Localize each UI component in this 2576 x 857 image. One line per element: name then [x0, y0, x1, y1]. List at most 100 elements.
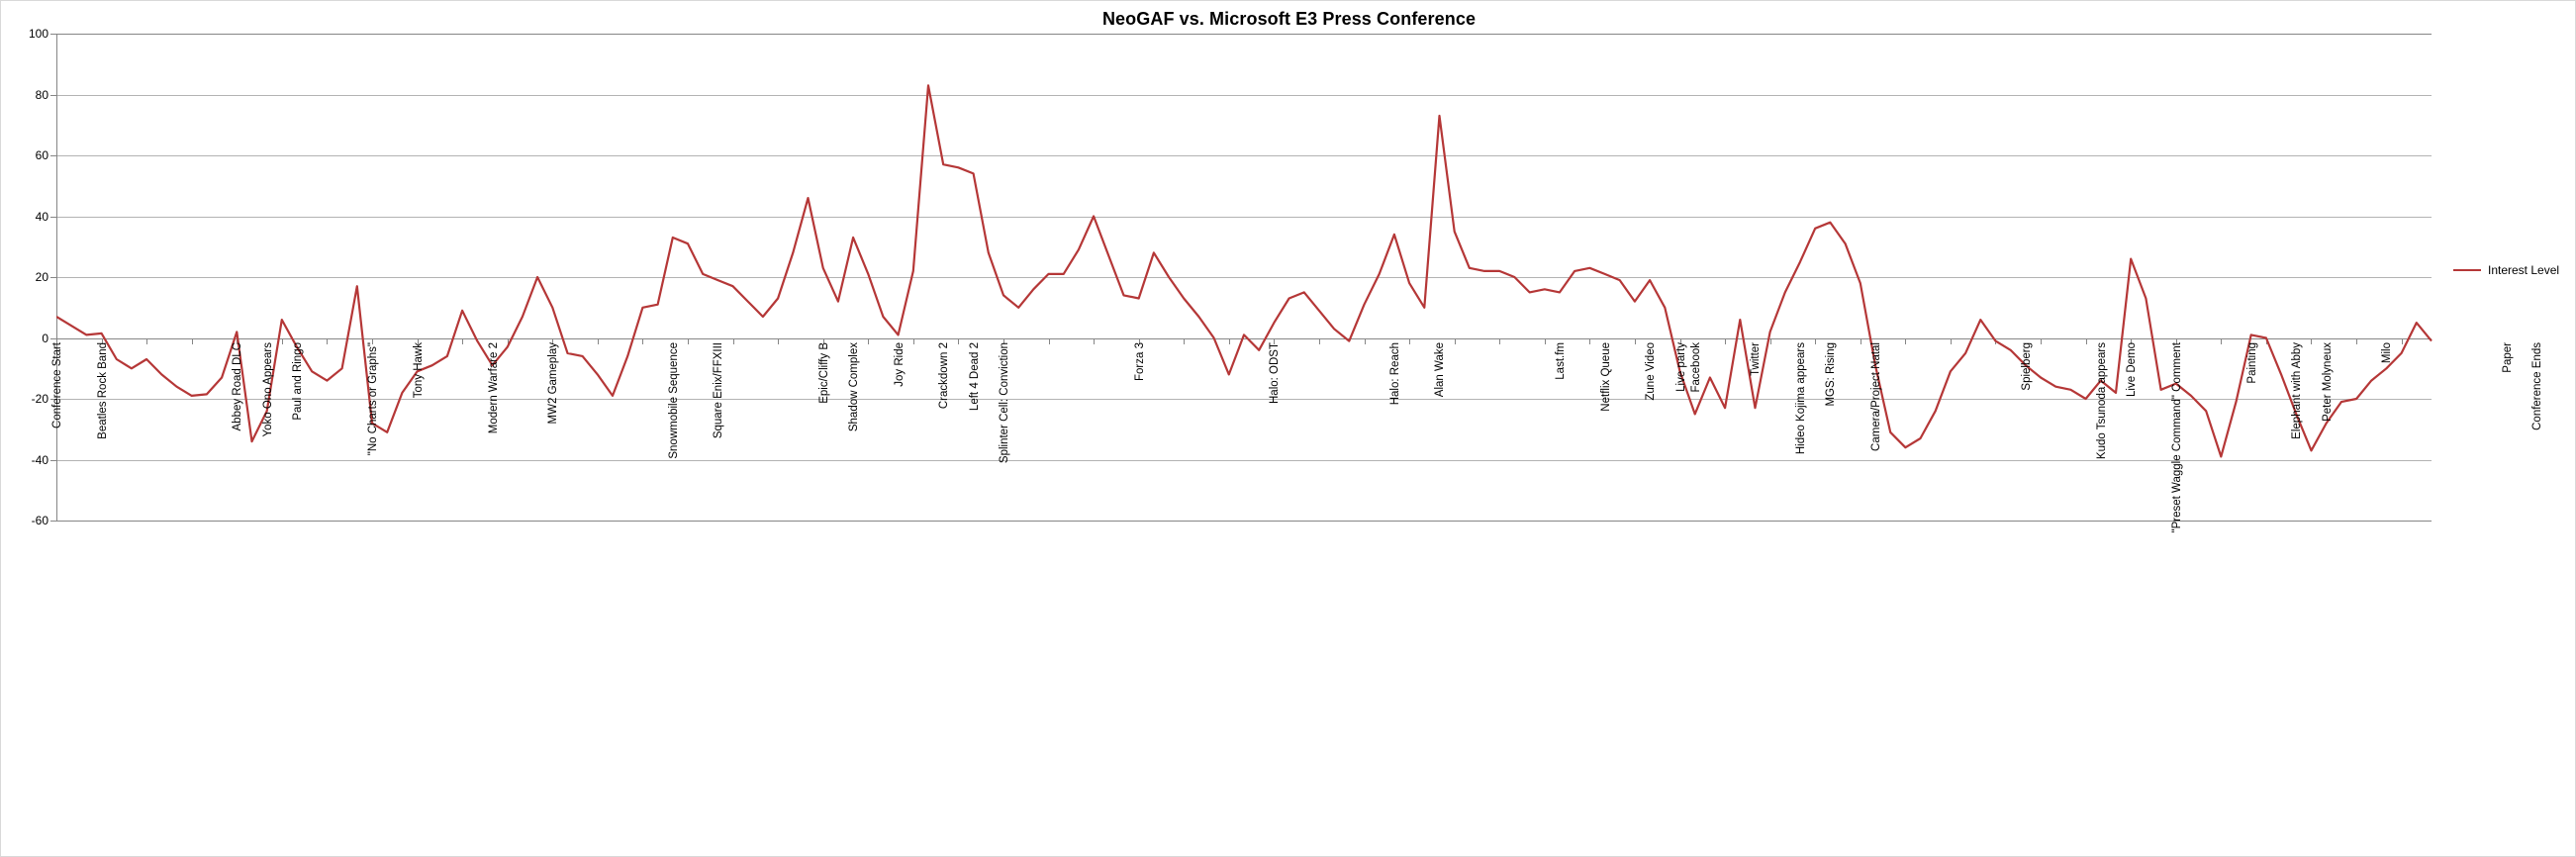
x-axis-label-text: Zune Video [1645, 341, 1658, 401]
x-axis-label: Tony Hawk [413, 342, 425, 403]
x-axis-label: Twitter [1750, 342, 1762, 381]
x-axis-label-text: Last.fm [1554, 341, 1567, 380]
x-tick-mark [1499, 338, 1500, 344]
x-axis-label-text: Live party [1674, 341, 1687, 392]
x-axis-label: Paper [2502, 342, 2514, 378]
x-tick-mark [1770, 338, 1771, 344]
x-tick-mark [1184, 338, 1185, 344]
x-tick-mark [327, 338, 328, 344]
x-tick-mark [508, 338, 509, 344]
chart-legend: Interest Level [2453, 263, 2559, 277]
legend-label-interest-level: Interest Level [2488, 262, 2560, 277]
x-axis-label: Halo: ODST [1269, 342, 1281, 409]
x-tick-mark [958, 338, 959, 344]
x-tick-mark [418, 338, 419, 344]
x-axis-label-text: Live Demo [2126, 341, 2139, 397]
x-axis-label: Splinter Cell: Conviction [999, 342, 1010, 468]
x-axis-label-text: Snowmobile Sequence [667, 341, 680, 459]
x-axis-label-text: Epic/Cliffy B [817, 341, 830, 404]
x-tick-mark [1455, 338, 1456, 344]
gridline-0 [56, 338, 2432, 339]
x-tick-mark [642, 338, 643, 344]
x-axis-label: Abbey Road DLC [232, 342, 243, 436]
x-tick-mark [2131, 338, 2132, 344]
x-axis-label: Epic/Cliffy B [818, 342, 830, 409]
x-axis-label: Joy Ride [894, 342, 906, 392]
x-tick-mark [2221, 338, 2222, 344]
x-axis-label-text: Spielberg [2020, 341, 2033, 391]
x-axis-label-text: MW2 Gameplay [547, 341, 560, 424]
interest-level-line [56, 84, 2433, 458]
y-tick-mark--60 [50, 521, 57, 522]
x-tick-mark [1680, 338, 1681, 344]
chart-title: NeoGAF vs. Microsoft E3 Press Conference [1101, 9, 1477, 29]
x-axis-label: Zune Video [1645, 342, 1657, 406]
x-axis-label-text: "Preset Waggle Command" Comment [2170, 341, 2183, 532]
x-axis-label-text: Crackdown 2 [938, 341, 951, 409]
x-tick-mark [1951, 338, 1952, 344]
x-axis-label: "No Charts or Graphs" [367, 342, 379, 460]
x-axis-label: Spielberg [2021, 342, 2033, 396]
x-axis-label-text: Elephant with Abby [2291, 341, 2304, 439]
x-tick-mark [237, 338, 238, 344]
x-axis-label-text: Joy Ride [893, 341, 906, 387]
x-tick-mark [688, 338, 689, 344]
y-tick-mark-40 [50, 217, 57, 218]
x-tick-mark [192, 338, 193, 344]
y-tick-label--40: -40 [31, 453, 48, 467]
x-tick-mark [1274, 338, 1275, 344]
x-axis-label-text: Milo [2381, 341, 2394, 363]
y-tick-mark-0 [50, 338, 57, 339]
y-tick-label-40: 40 [35, 210, 48, 224]
x-tick-mark [2402, 338, 2403, 344]
x-axis-label: Beatles Rock Band [97, 342, 109, 444]
x-axis-label-text: Abbey Road DLC [232, 341, 244, 431]
x-tick-mark [598, 338, 599, 344]
x-tick-mark [1815, 338, 1816, 344]
x-axis-label-text: Halo: Reach [1388, 341, 1401, 405]
y-tick-mark-80 [50, 95, 57, 96]
x-tick-mark [2311, 338, 2312, 344]
x-axis-label: Left 4 Dead 2 [969, 342, 981, 416]
legend-swatch-interest-level [2453, 268, 2481, 272]
x-axis-label-text: Conference Start [51, 341, 63, 428]
x-axis-label-text: Alan Wake [1434, 341, 1447, 397]
x-tick-mark [1229, 338, 1230, 344]
y-tick-mark-20 [50, 277, 57, 278]
x-tick-mark [1003, 338, 1004, 344]
x-axis-label-text: Conference Ends [2531, 341, 2544, 430]
x-axis-label: Shadow Complex [848, 342, 860, 436]
x-tick-mark [1725, 338, 1726, 344]
x-axis-label-text: Facebook [1689, 341, 1702, 393]
y-axis-line [56, 34, 57, 521]
x-axis-label: Milo [2381, 342, 2393, 368]
x-axis-label: Live party [1675, 342, 1687, 397]
x-tick-mark [1589, 338, 1590, 344]
x-tick-mark [1545, 338, 1546, 344]
x-tick-mark [1319, 338, 1320, 344]
y-tick-label-100: 100 [28, 27, 48, 41]
x-axis-label-text: MGS: Rising [1825, 341, 1838, 407]
gridline--20 [56, 399, 2432, 400]
x-tick-mark [1049, 338, 1050, 344]
x-tick-mark [1635, 338, 1636, 344]
gridline-100 [56, 34, 2432, 35]
x-axis-label-text: Camera/Project Natal [1869, 341, 1882, 451]
y-tick-label--20: -20 [31, 392, 48, 406]
x-tick-mark [733, 338, 734, 344]
x-tick-mark [1365, 338, 1366, 344]
x-axis-label: Conference Ends [2531, 342, 2543, 435]
x-tick-mark [56, 338, 57, 344]
x-axis-label-text: Netflix Queue [1599, 341, 1612, 412]
x-axis-label-text: "No Charts or Graphs" [366, 341, 379, 455]
y-tick-label--60: -60 [31, 514, 48, 527]
x-axis-label-text: Splinter Cell: Conviction [998, 341, 1010, 463]
x-axis-label: Facebook [1690, 342, 1702, 398]
x-tick-mark [146, 338, 147, 344]
x-tick-mark [102, 338, 103, 344]
x-axis-label-text: Painting [2245, 341, 2258, 384]
x-tick-mark [552, 338, 553, 344]
x-axis-label-text: Beatles Rock Band [96, 341, 109, 439]
x-tick-mark [2356, 338, 2357, 344]
